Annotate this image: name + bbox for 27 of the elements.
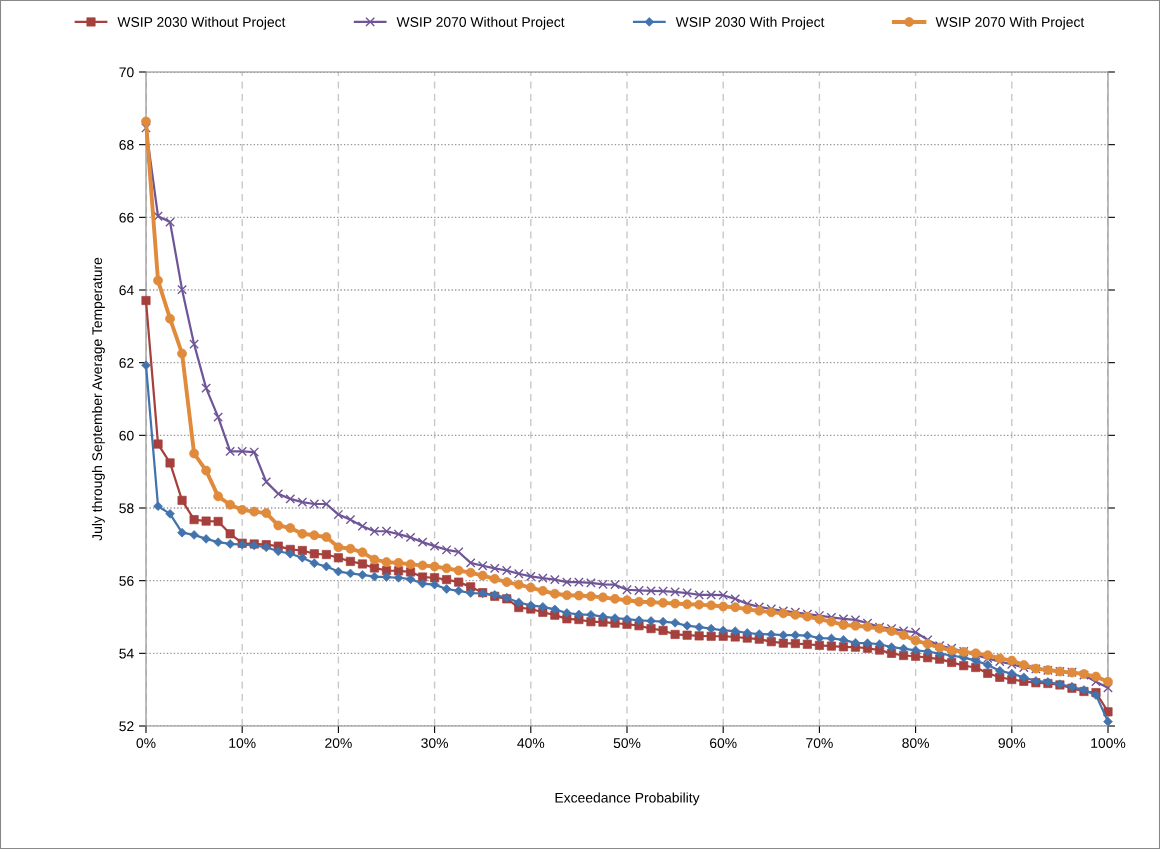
y-tick-label: 70 [119, 67, 134, 78]
x-tick-label: 80% [902, 738, 930, 749]
x-tick-label: 10% [229, 738, 256, 749]
y-tick-label: 56 [119, 576, 134, 586]
x-tick-label: 50% [613, 738, 641, 749]
x-axis-title: Exceedance Probability [555, 792, 700, 806]
y-tick-label: 58 [119, 503, 134, 514]
y-tick-label: 66 [119, 212, 134, 223]
legend-label: WSIP 2070 With Project [935, 16, 1085, 30]
y-axis-title: July through September Average Temperature [91, 257, 105, 541]
x-tick-label: 40% [517, 738, 545, 749]
y-tick-label: 62 [119, 358, 134, 368]
y-tick-label: 68 [119, 140, 134, 150]
x-tick-label: 100% [1091, 738, 1126, 749]
legend-label: WSIP 2030 Without Project [117, 16, 286, 30]
y-tick-label: 52 [119, 721, 134, 732]
x-tick-label: 70% [806, 738, 833, 749]
x-tick-label: 60% [710, 738, 737, 749]
legend-label: WSIP 2030 With Project [675, 16, 825, 30]
x-tick-label: 90% [998, 738, 1026, 749]
legend-label: WSIP 2070 Without Project [396, 16, 565, 30]
x-tick-label: 0% [136, 738, 156, 749]
x-tick-label: 30% [421, 738, 449, 749]
y-tick-label: 60 [119, 430, 134, 441]
x-tick-label: 20% [325, 738, 352, 749]
y-tick-label: 54 [119, 648, 134, 659]
y-tick-label: 64 [119, 285, 134, 296]
